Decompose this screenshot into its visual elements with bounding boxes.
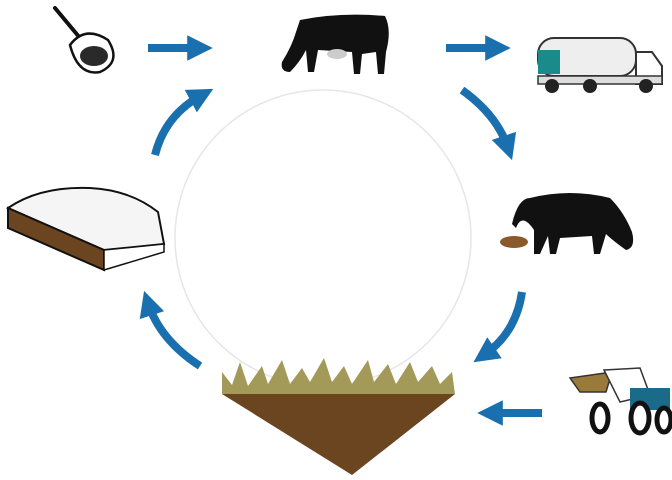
arrows <box>148 48 542 413</box>
grazing-cow-icon <box>282 15 389 74</box>
wheel <box>545 79 559 93</box>
feed-scoop-icon <box>55 8 113 72</box>
soil-grass-icon <box>222 358 455 475</box>
tractor-icon <box>570 368 671 433</box>
cow-udder <box>327 49 347 59</box>
manure-pile <box>500 236 528 248</box>
arrow <box>484 292 522 355</box>
center-circle <box>175 90 471 386</box>
soil <box>222 394 455 475</box>
wheel <box>592 404 608 432</box>
arrow <box>462 90 508 148</box>
wheel <box>583 79 597 93</box>
feed-pellets <box>80 46 108 66</box>
cow-body <box>512 193 633 254</box>
wheel <box>631 403 649 433</box>
grass <box>222 358 455 394</box>
cycle-diagram <box>0 0 672 480</box>
arrow <box>148 303 200 366</box>
tank-rear <box>538 50 560 74</box>
silage-icon <box>8 188 164 270</box>
wheel <box>657 408 671 432</box>
page: {} <box>0 0 672 480</box>
cow-body <box>282 15 389 74</box>
tanker-truck-icon <box>538 38 662 93</box>
scoop-handle <box>55 8 80 38</box>
arrow <box>155 95 202 155</box>
cow-manure-icon <box>500 193 633 254</box>
wheel <box>639 79 653 93</box>
